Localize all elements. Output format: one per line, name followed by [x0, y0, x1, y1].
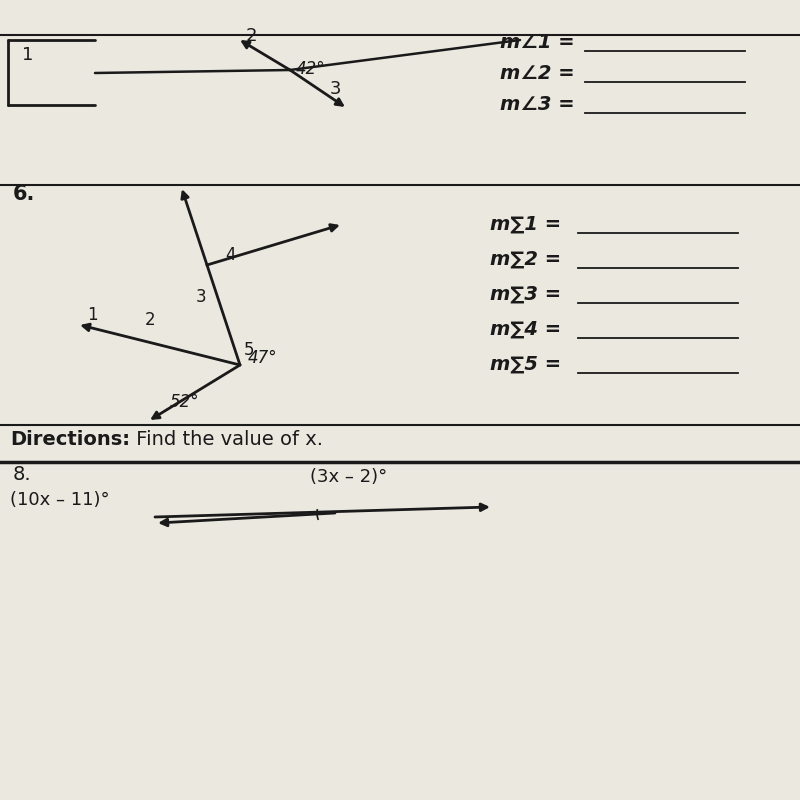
Text: 4: 4: [225, 246, 235, 264]
Text: 3: 3: [196, 288, 206, 306]
Text: 8.: 8.: [13, 465, 32, 484]
Text: 2: 2: [246, 27, 258, 45]
Text: m∠3 =: m∠3 =: [500, 95, 582, 114]
Text: 2: 2: [145, 311, 156, 329]
Text: 42°: 42°: [296, 60, 326, 78]
Text: m∠1 =: m∠1 =: [500, 33, 582, 52]
Text: 6.: 6.: [13, 184, 35, 204]
Text: m∑1 =: m∑1 =: [490, 215, 568, 234]
Text: 52°: 52°: [170, 393, 200, 411]
Text: 47°: 47°: [248, 349, 278, 367]
Text: 3: 3: [330, 80, 342, 98]
Text: m∑4 =: m∑4 =: [490, 320, 568, 339]
Text: (3x – 2)°: (3x – 2)°: [310, 468, 387, 486]
Text: (10x – 11)°: (10x – 11)°: [10, 491, 110, 509]
Text: Directions:: Directions:: [10, 430, 130, 449]
Text: 5: 5: [244, 341, 254, 359]
Text: m∑5 =: m∑5 =: [490, 355, 568, 374]
Text: m∑2 =: m∑2 =: [490, 250, 568, 269]
Text: Find the value of x.: Find the value of x.: [130, 430, 323, 449]
Text: m∠2 =: m∠2 =: [500, 64, 582, 83]
Text: m∑3 =: m∑3 =: [490, 285, 568, 304]
Text: 1: 1: [22, 46, 34, 64]
Text: 1: 1: [87, 306, 98, 324]
